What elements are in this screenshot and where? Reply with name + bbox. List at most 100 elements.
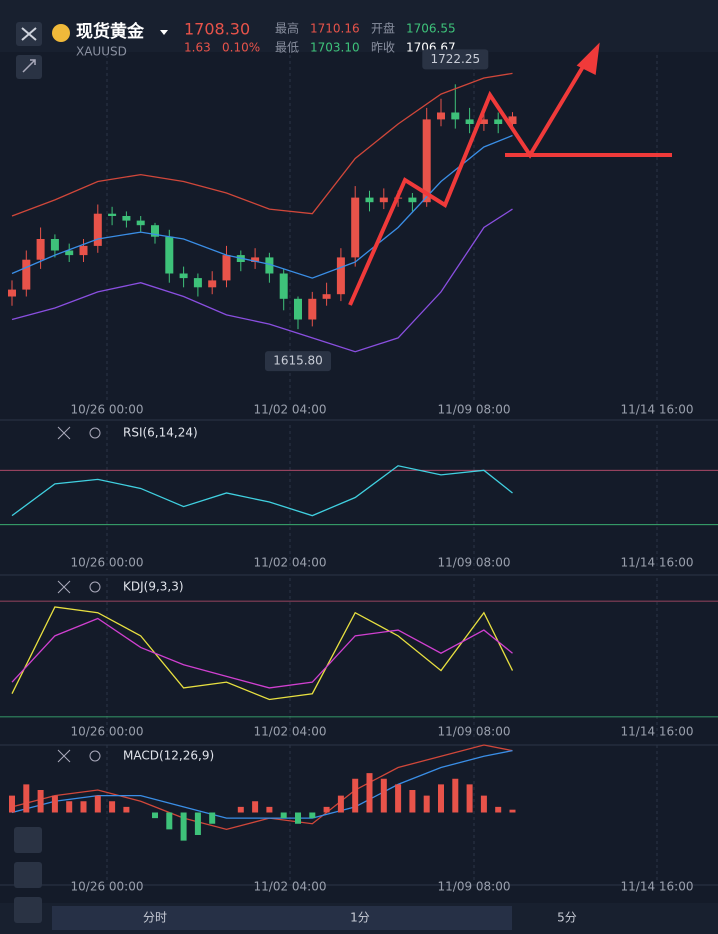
stat-value: 1706.55 xyxy=(406,22,456,36)
candle-body xyxy=(437,112,445,120)
macd-bar xyxy=(166,812,173,830)
indicator-line xyxy=(11,617,513,689)
date-label: 11/02 04:00 xyxy=(254,880,327,894)
macd-bar xyxy=(37,790,44,813)
stat-value: 1710.16 xyxy=(310,22,360,36)
candle-body xyxy=(351,197,360,258)
arrow-head xyxy=(576,42,600,76)
indicator-label: KDJ(9,3,3) xyxy=(123,580,184,594)
date-label: 11/02 04:00 xyxy=(254,556,327,570)
date-label: 11/14 16:00 xyxy=(621,403,694,417)
candle-body xyxy=(165,236,174,274)
macd-bar xyxy=(266,806,273,813)
macd-bar xyxy=(452,778,459,813)
macd-bar xyxy=(480,795,487,813)
candle-body xyxy=(379,197,388,203)
price-tag xyxy=(422,49,489,70)
macd-bar xyxy=(423,795,430,813)
close-icon xyxy=(57,426,71,440)
macd-bar xyxy=(509,809,516,813)
date-label: 11/02 04:00 xyxy=(254,403,327,417)
candle-body xyxy=(479,119,488,124)
date-label: 11/02 04:00 xyxy=(254,725,327,739)
header-bar xyxy=(0,0,718,52)
stat-label: 最低 xyxy=(275,41,299,55)
macd-bar xyxy=(109,801,116,813)
tab-track xyxy=(52,906,512,930)
candle-body xyxy=(151,225,159,237)
tab[interactable]: 分时 xyxy=(143,911,167,925)
tool-button[interactable] xyxy=(14,897,42,923)
indicator-line xyxy=(11,465,513,517)
candle-body xyxy=(451,112,460,120)
tab[interactable]: 5分 xyxy=(557,911,577,925)
date-label: 11/14 16:00 xyxy=(621,880,694,894)
min-label: 1615.80 xyxy=(273,354,323,368)
expand-icon xyxy=(22,59,36,73)
tool-button[interactable] xyxy=(14,827,42,853)
candle-body xyxy=(308,298,317,320)
macd-bar xyxy=(295,812,301,824)
candle-body xyxy=(122,216,131,221)
close-icon xyxy=(57,749,71,763)
macd-bar xyxy=(252,801,259,813)
tool-button[interactable] xyxy=(14,862,42,888)
date-label: 11/09 08:00 xyxy=(438,403,511,417)
indicator-label: MACD(12,26,9) xyxy=(123,749,214,763)
candle-body xyxy=(494,119,503,124)
macd-bar xyxy=(9,795,15,813)
settings-icon xyxy=(89,427,101,439)
macd-bar xyxy=(366,773,373,813)
macd-bar xyxy=(66,801,73,813)
macd-bar xyxy=(180,812,187,841)
settings-icon xyxy=(89,750,101,762)
instrument-name: 现货黄金 xyxy=(76,21,145,42)
date-label: 10/26 00:00 xyxy=(71,880,144,894)
candle-body xyxy=(50,239,59,251)
candle-body xyxy=(365,197,374,203)
price-tag xyxy=(265,351,331,372)
candle-body xyxy=(136,220,145,226)
candle-body xyxy=(508,116,517,124)
tab[interactable]: 1分 xyxy=(350,911,370,925)
macd-bar xyxy=(194,812,201,835)
macd-bar xyxy=(80,801,87,813)
indicator-line xyxy=(11,72,513,217)
macd-bar xyxy=(380,778,387,813)
candle-body xyxy=(79,245,88,256)
close-icon xyxy=(57,580,71,594)
macd-bar xyxy=(280,812,287,819)
gold-icon xyxy=(52,24,70,42)
settings-icon xyxy=(89,581,101,593)
candle-body xyxy=(222,255,231,281)
dropdown[interactable] xyxy=(160,30,168,35)
macd-bar xyxy=(466,784,473,813)
price: 1708.30 xyxy=(184,20,250,39)
candle-body xyxy=(251,257,260,262)
date-label: 11/14 16:00 xyxy=(621,725,694,739)
candle-body xyxy=(193,278,202,288)
indicator-line xyxy=(11,606,514,701)
macd-bar xyxy=(409,790,416,813)
indicator-label: RSI(6,14,24) xyxy=(123,426,198,440)
stat-label: 开盘 xyxy=(371,21,395,36)
macd-bar xyxy=(94,795,101,813)
change: 1.63 xyxy=(184,41,211,55)
date-label: 11/09 08:00 xyxy=(438,880,511,894)
candle-body xyxy=(465,119,474,124)
macd-bar xyxy=(337,795,344,813)
macd-bar xyxy=(123,806,130,813)
candle-body xyxy=(208,280,217,288)
symbol: XAUUSD xyxy=(76,45,127,59)
macd-bar xyxy=(323,806,330,813)
stat-value: 1703.10 xyxy=(310,41,360,55)
macd-bar xyxy=(237,806,244,813)
macd-bar xyxy=(495,806,502,813)
arrow-path xyxy=(348,53,592,306)
annotation-arrows xyxy=(348,42,672,306)
candle-body xyxy=(408,197,417,203)
candle-body xyxy=(108,213,117,216)
date-label: 10/26 00:00 xyxy=(71,556,144,570)
